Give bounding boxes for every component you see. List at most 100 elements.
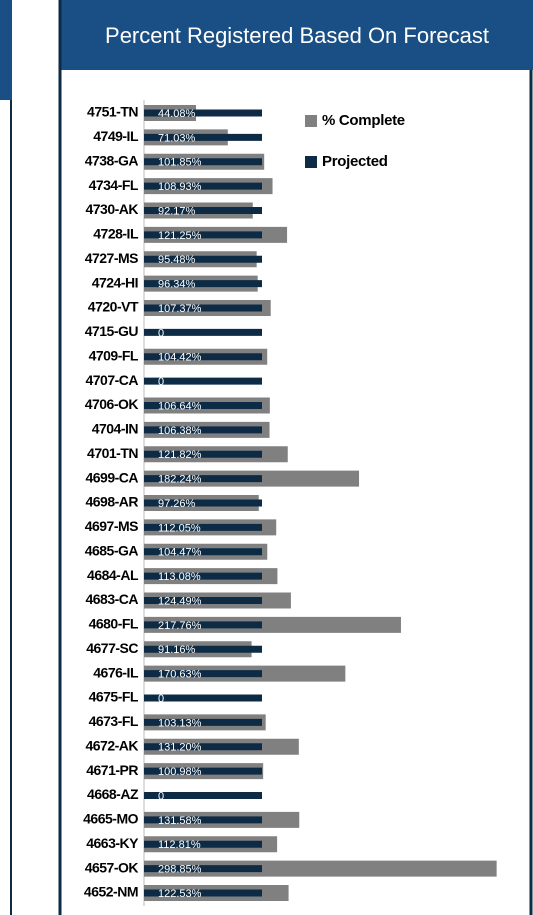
projected-bar	[144, 743, 262, 751]
category-label: 4715-GU	[85, 323, 139, 339]
category-label: 4697-MS	[85, 518, 138, 534]
projected-bar	[144, 840, 262, 848]
category-label: 4665-MO	[83, 811, 138, 827]
category-label: 4701-TN	[87, 445, 138, 461]
category-label: 4671-PR	[86, 762, 138, 778]
projected-bar	[144, 353, 262, 361]
category-label: 4751-TN	[87, 104, 138, 120]
category-label: 4709-FL	[89, 347, 139, 363]
projected-bar	[144, 499, 262, 507]
projected-bar	[144, 158, 262, 166]
projected-bar	[144, 402, 262, 409]
projected-bar	[144, 377, 262, 385]
category-label: 4704-IN	[92, 421, 139, 437]
value-label: 91.16%	[158, 644, 196, 656]
value-label: 0	[158, 376, 164, 388]
complete-bar	[144, 860, 497, 877]
value-label: 170.63%	[158, 669, 202, 681]
projected-bar	[144, 816, 262, 824]
projected-bar	[144, 280, 262, 288]
value-label: 107.37%	[158, 303, 202, 315]
legend-label: % Complete	[322, 112, 405, 129]
value-label: 0	[158, 327, 164, 339]
projected-bar	[144, 426, 262, 434]
value-label: 106.64%	[158, 400, 202, 412]
legend-label: Projected	[322, 153, 388, 170]
category-label: 4675-FL	[89, 689, 139, 705]
value-label: 108.93%	[158, 181, 202, 193]
value-label: 124.49%	[158, 595, 202, 607]
projected-bar	[144, 255, 262, 263]
category-label: 4668-AZ	[87, 786, 139, 802]
value-label: 106.38%	[158, 425, 202, 437]
header-bar	[61, 0, 533, 70]
value-label: 104.47%	[158, 547, 202, 559]
projected-bar	[144, 767, 262, 775]
projected-bar	[144, 109, 262, 117]
category-label: 4672-AK	[85, 737, 138, 753]
legend-swatch	[305, 156, 317, 168]
projected-bar	[144, 548, 262, 556]
category-label: 4730-AK	[85, 201, 138, 217]
projected-bar	[144, 865, 262, 873]
category-label: 4724-HI	[92, 274, 138, 290]
chart-title: Percent Registered Based On Forecast	[105, 23, 489, 48]
value-label: 112.05%	[158, 522, 201, 534]
category-label: 4657-OK	[85, 859, 139, 875]
category-label: 4720-VT	[88, 299, 139, 315]
category-label: 4677-SC	[86, 640, 138, 656]
projected-bar	[144, 718, 262, 726]
category-label: 4698-AR	[85, 494, 138, 510]
category-label: 4685-GA	[85, 542, 139, 558]
legend-swatch	[305, 115, 317, 127]
value-label: 101.85%	[158, 157, 202, 169]
category-label: 4684-AL	[87, 567, 139, 583]
value-label: 131.58%	[158, 815, 202, 827]
value-label: 113.08%	[158, 571, 201, 583]
projected-bar	[144, 328, 262, 336]
projected-bar	[144, 207, 262, 214]
category-label: 4728-IL	[93, 226, 139, 242]
value-label: 96.34%	[158, 279, 196, 291]
projected-bar	[144, 523, 262, 531]
category-label: 4734-FL	[89, 177, 139, 193]
category-label: 4663-KY	[86, 835, 139, 851]
value-label: 298.85%	[158, 864, 202, 876]
category-label: 4738-GA	[85, 152, 139, 168]
category-label: 4680-FL	[89, 616, 139, 632]
category-label: 4727-MS	[85, 250, 138, 266]
category-label: 4683-CA	[85, 591, 138, 607]
projected-bar	[144, 621, 262, 629]
projected-bar	[144, 475, 262, 483]
projected-bar	[144, 231, 262, 239]
projected-bar	[144, 133, 262, 141]
value-label: 95.48%	[158, 254, 196, 266]
value-label: 44.08%	[158, 108, 196, 120]
projected-bar	[144, 597, 262, 604]
side-panel-header	[0, 0, 12, 100]
value-label: 100.98%	[158, 766, 202, 778]
value-label: 121.25%	[158, 230, 202, 242]
category-label: 4706-OK	[85, 396, 139, 412]
category-label: 4749-IL	[93, 128, 139, 144]
value-label: 104.42%	[158, 352, 202, 364]
value-label: 97.26%	[158, 498, 196, 510]
projected-bar	[144, 670, 262, 678]
value-label: 92.17%	[158, 205, 196, 217]
category-label: 4652-NM	[84, 884, 138, 900]
projected-bar	[144, 645, 262, 653]
projected-bar	[144, 792, 262, 799]
projected-bar	[144, 450, 262, 458]
value-label: 131.20%	[158, 742, 202, 754]
category-label: 4699-CA	[85, 469, 138, 485]
value-label: 71.03%	[158, 132, 196, 144]
value-label: 103.13%	[158, 717, 202, 729]
projected-bar	[144, 572, 262, 580]
value-label: 122.53%	[158, 888, 202, 900]
value-label: 182.24%	[158, 474, 202, 486]
value-label: 121.82%	[158, 449, 202, 461]
projected-bar	[144, 304, 262, 312]
value-label: 217.76%	[158, 620, 202, 632]
